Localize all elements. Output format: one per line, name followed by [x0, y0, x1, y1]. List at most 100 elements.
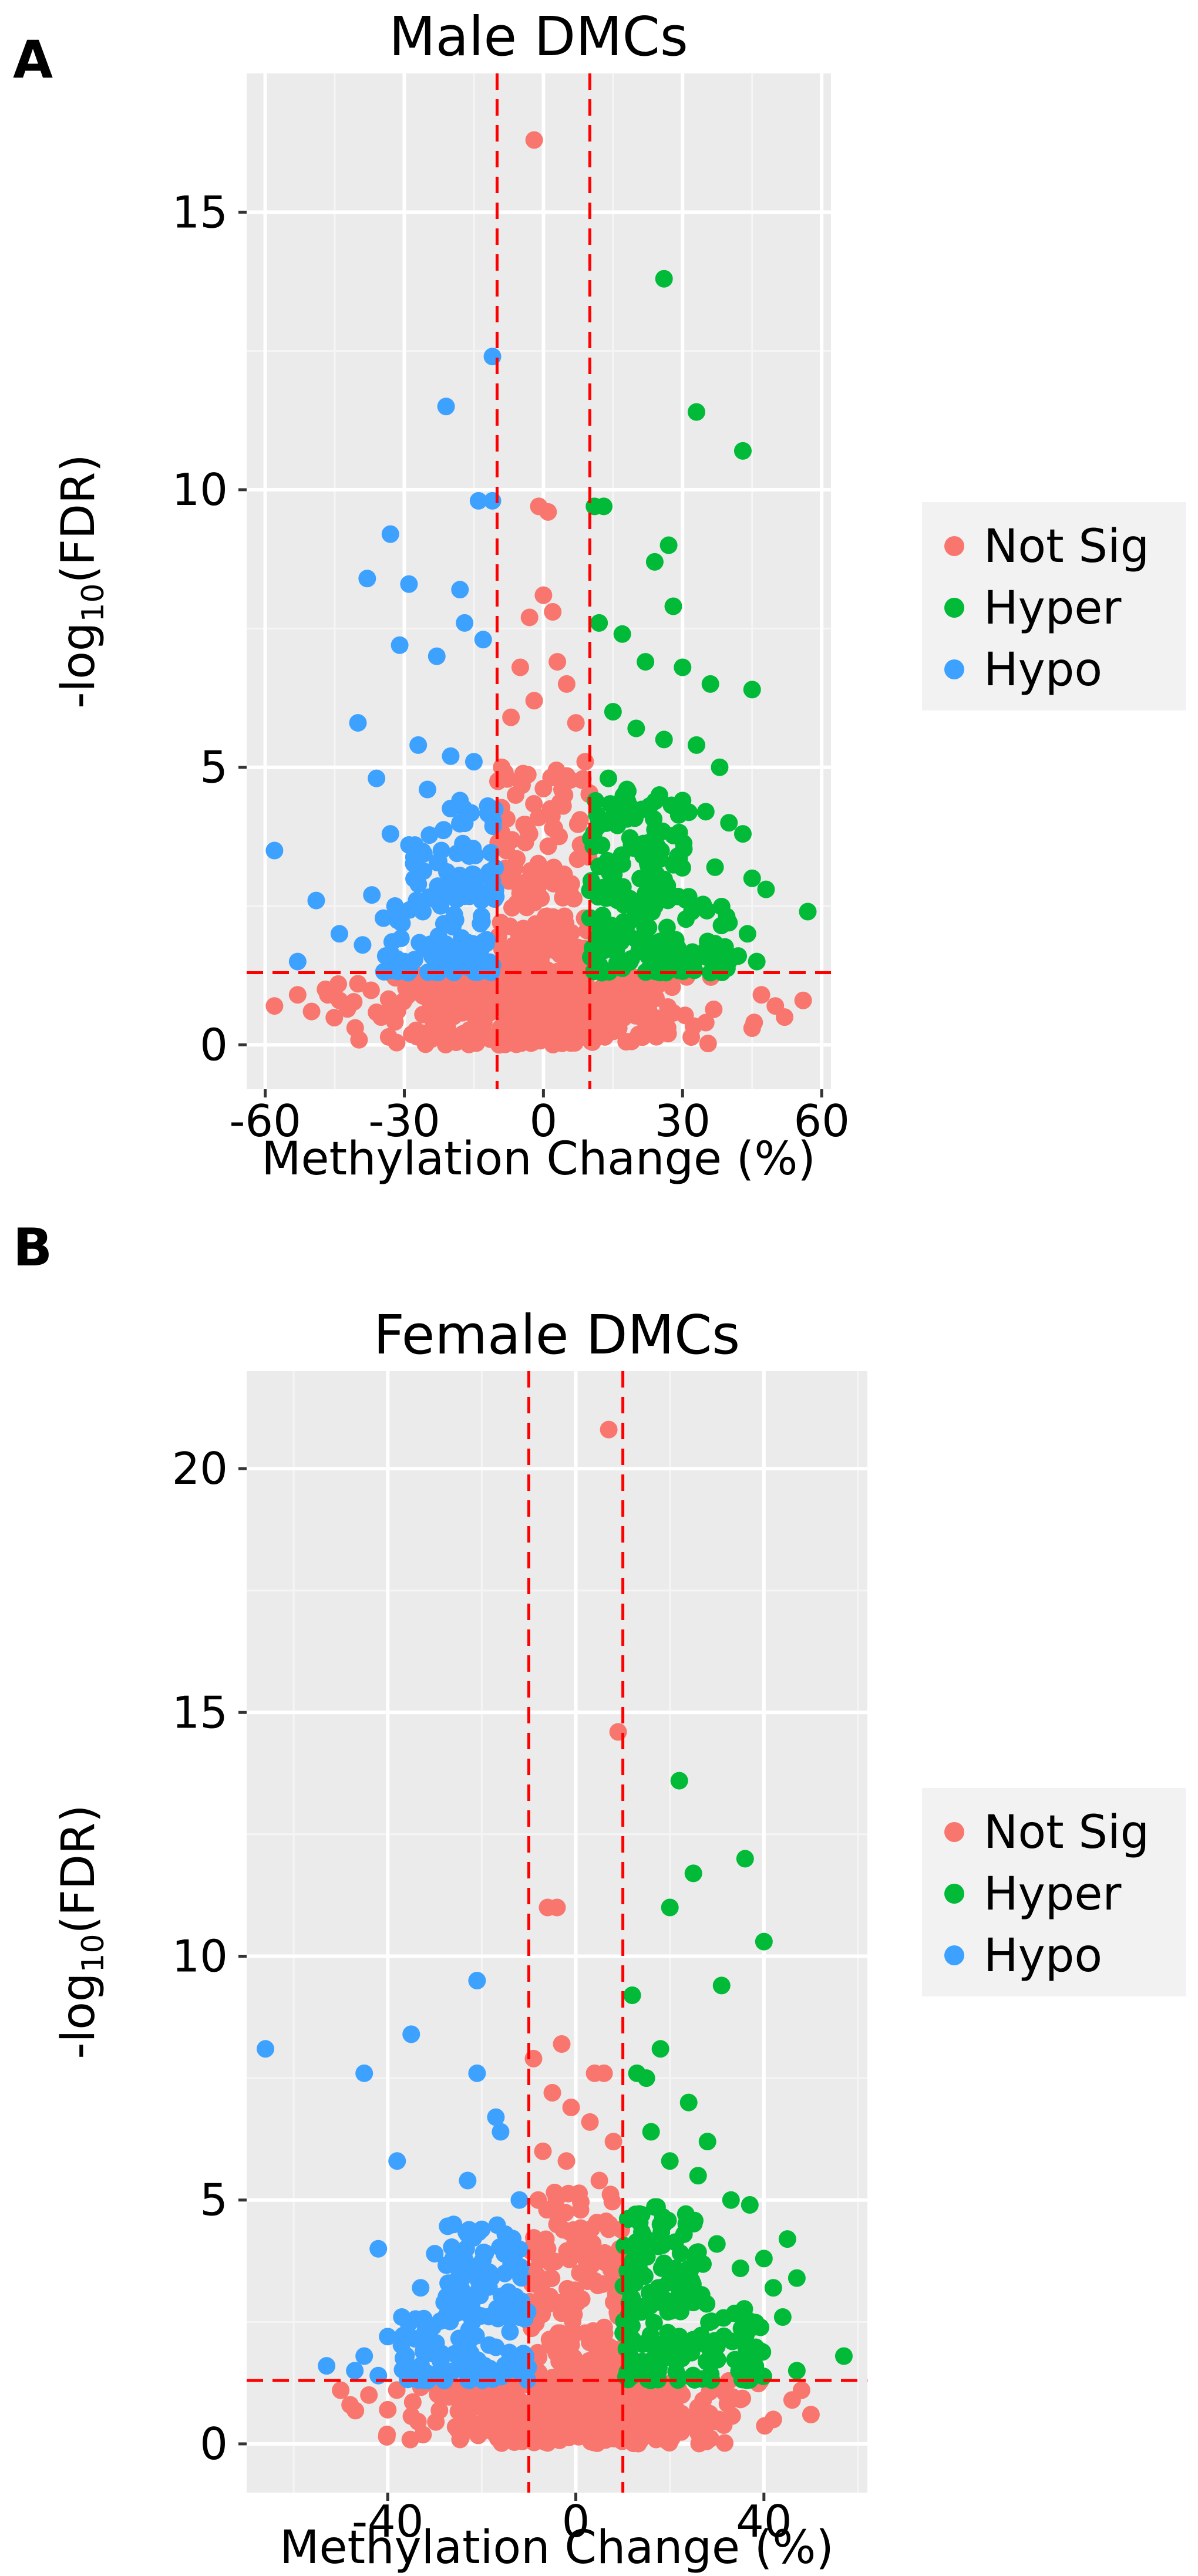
point-hypo [507, 2255, 525, 2273]
legend-label: Not Sig [984, 520, 1149, 573]
point-hyper [738, 925, 756, 943]
x-tick-label: 60 [793, 1095, 849, 1147]
point-not-sig [620, 984, 638, 1002]
point-not-sig [567, 714, 585, 732]
point-not-sig [349, 975, 367, 993]
point-not-sig [540, 912, 558, 931]
point-not-sig [752, 986, 770, 1004]
point-not-sig [505, 2412, 523, 2430]
point-hypo [459, 2171, 477, 2190]
point-not-sig [699, 1035, 717, 1053]
legend-key [944, 1822, 964, 1842]
y-tick-label: 15 [172, 186, 228, 238]
point-not-sig [302, 1002, 321, 1021]
point-hyper [708, 2235, 726, 2253]
point-not-sig [606, 1011, 624, 1029]
point-hyper [696, 941, 715, 959]
y-axis-label: -log10(FDR) [52, 454, 111, 708]
point-hyper [673, 2349, 691, 2368]
point-not-sig [543, 2269, 561, 2288]
chart-title: Male DMCs [389, 5, 688, 68]
point-not-sig [493, 758, 511, 776]
point-not-sig [496, 1013, 514, 1032]
point-not-sig [595, 2064, 613, 2082]
point-hyper [754, 2367, 772, 2385]
point-not-sig [534, 586, 553, 604]
point-hyper [664, 597, 682, 615]
point-hyper [661, 1898, 679, 1917]
point-hyper [701, 675, 719, 693]
threshold-lines [247, 1371, 867, 2493]
point-hypo [427, 891, 445, 910]
point-not-sig [504, 999, 522, 1018]
x-tick-label: 30 [655, 1095, 711, 1147]
y-tick-label: 5 [200, 2174, 228, 2226]
point-not-sig [507, 786, 525, 804]
point-hyper [757, 880, 775, 898]
point-not-sig [561, 2223, 579, 2241]
point-hyper [653, 2349, 671, 2368]
point-hyper [613, 625, 631, 643]
point-hyper [702, 2312, 721, 2331]
point-not-sig [558, 2279, 576, 2298]
point-not-sig [701, 2405, 719, 2423]
point-hypo [393, 2308, 411, 2326]
point-not-sig [689, 2424, 707, 2442]
point-not-sig [594, 2275, 612, 2293]
point-not-sig [427, 2413, 445, 2431]
point-hyper [650, 786, 668, 804]
point-hyper [647, 934, 665, 952]
point-not-sig [548, 653, 567, 671]
point-hypo [265, 841, 284, 860]
point-not-sig [654, 1013, 672, 1031]
point-hyper [595, 925, 613, 943]
point-hyper [622, 950, 640, 968]
point-hypo [376, 947, 395, 965]
point-hypo [438, 863, 456, 881]
point-hypo [477, 934, 495, 952]
point-not-sig [548, 2215, 566, 2234]
point-not-sig [388, 2381, 406, 2399]
point-hypo [479, 797, 497, 815]
point-hyper [733, 442, 752, 460]
point-hyper [778, 2230, 796, 2248]
point-hypo [469, 2256, 487, 2274]
point-not-sig [715, 2434, 733, 2452]
point-not-sig [379, 990, 398, 1008]
point-not-sig [557, 2152, 576, 2170]
point-not-sig [627, 2427, 645, 2445]
point-hypo [492, 2123, 510, 2141]
point-not-sig [402, 2407, 420, 2425]
point-not-sig [570, 2427, 588, 2446]
point-not-sig [503, 898, 521, 917]
point-hypo [449, 2260, 467, 2277]
point-hypo [458, 934, 476, 952]
point-hypo [451, 814, 469, 832]
point-hypo [511, 2350, 530, 2368]
point-not-sig [539, 837, 557, 856]
point-hypo [484, 817, 502, 836]
point-not-sig [694, 2391, 712, 2409]
point-hyper [623, 1986, 641, 2004]
point-hyper [650, 2237, 668, 2255]
point-hyper [669, 2371, 687, 2389]
point-hyper [604, 807, 622, 825]
point-hyper [628, 2064, 646, 2082]
point-not-sig [476, 2415, 494, 2433]
point-hypo [392, 2336, 410, 2354]
data-points [265, 131, 817, 1054]
point-hyper [647, 2288, 665, 2306]
point-hyper [679, 2260, 697, 2278]
point-hyper [788, 2269, 806, 2287]
point-hypo [381, 825, 399, 843]
point-not-sig [330, 991, 348, 1009]
point-hypo [482, 844, 500, 862]
point-hyper [645, 553, 664, 571]
point-not-sig [537, 2392, 555, 2410]
point-not-sig [511, 880, 529, 898]
point-not-sig [562, 924, 580, 942]
point-not-sig [422, 995, 440, 1013]
point-hyper [698, 2295, 716, 2313]
point-not-sig [584, 2234, 602, 2252]
point-not-sig [492, 914, 510, 932]
